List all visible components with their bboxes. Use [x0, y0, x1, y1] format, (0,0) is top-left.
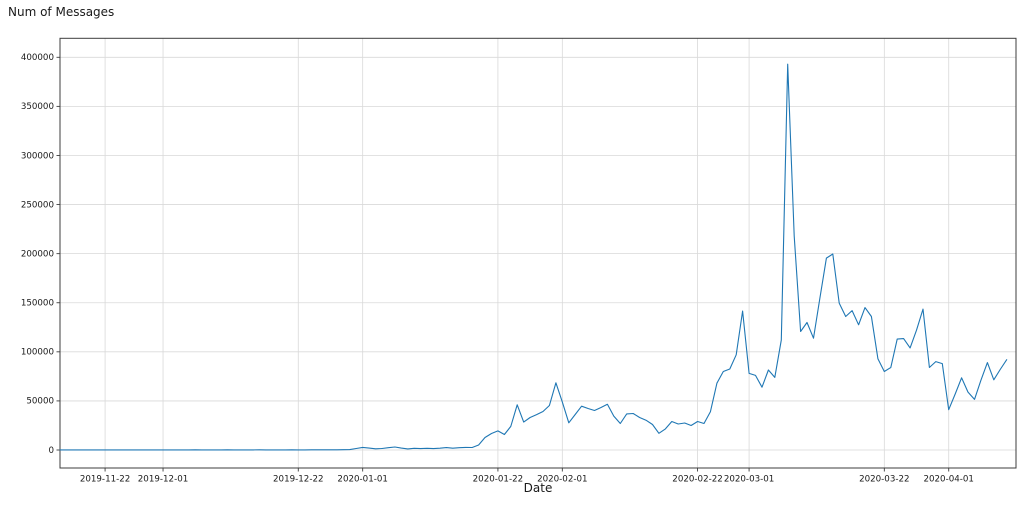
data-line [59, 63, 1008, 451]
y-tick-label: 250000 [21, 200, 54, 210]
axes-frame [59, 37, 1017, 469]
x-tick-label: 2019-11-22 [80, 475, 131, 485]
x-tick-labels: 2019-11-22 2019-12-01 2019-12-22 2020-01-01… [80, 475, 974, 485]
y-tick-label: 300000 [21, 151, 54, 161]
x-tick-label: 2020-03-22 [859, 475, 910, 485]
y-tick-labels: 0 50000 100000 150000 200000 250000 300000 3500… [21, 53, 54, 456]
y-tick-label: 0 [48, 446, 54, 456]
tick-marks [56, 56, 950, 472]
y-tick-label: 350000 [21, 102, 54, 112]
chart-title: Num of Messages [8, 5, 115, 19]
x-axis-label: Date [523, 481, 553, 495]
x-tick-label: 2020-04-01 [923, 475, 974, 485]
y-tick-label: 100000 [21, 348, 54, 358]
x-tick-label: 2020-01-01 [337, 475, 388, 485]
y-tick-label: 200000 [21, 249, 54, 259]
x-tick-label: 2019-12-22 [273, 475, 324, 485]
x-tick-label: 2019-12-01 [138, 475, 189, 485]
x-tick-label: 2020-02-22 [672, 475, 723, 485]
y-tick-label: 400000 [21, 53, 54, 63]
grid [60, 38, 1016, 468]
y-tick-label: 50000 [26, 397, 54, 407]
x-tick-label: 2020-02-01 [537, 475, 588, 485]
x-tick-label: 2020-01-22 [473, 475, 524, 485]
y-tick-label: 150000 [21, 299, 54, 309]
x-tick-label: 2020-03-01 [724, 475, 775, 485]
